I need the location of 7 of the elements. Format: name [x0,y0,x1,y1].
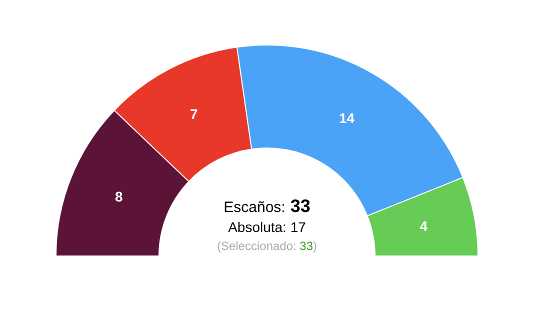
data-label: 7 [190,106,198,122]
data-label: 14 [338,110,355,126]
text: Escaños: 33 [224,196,310,216]
data-label: 8 [115,188,124,205]
data-label: 4 [420,218,428,234]
text: Absoluta: 17 [228,219,306,235]
text: (Seleccionado: 33) [216,239,318,253]
